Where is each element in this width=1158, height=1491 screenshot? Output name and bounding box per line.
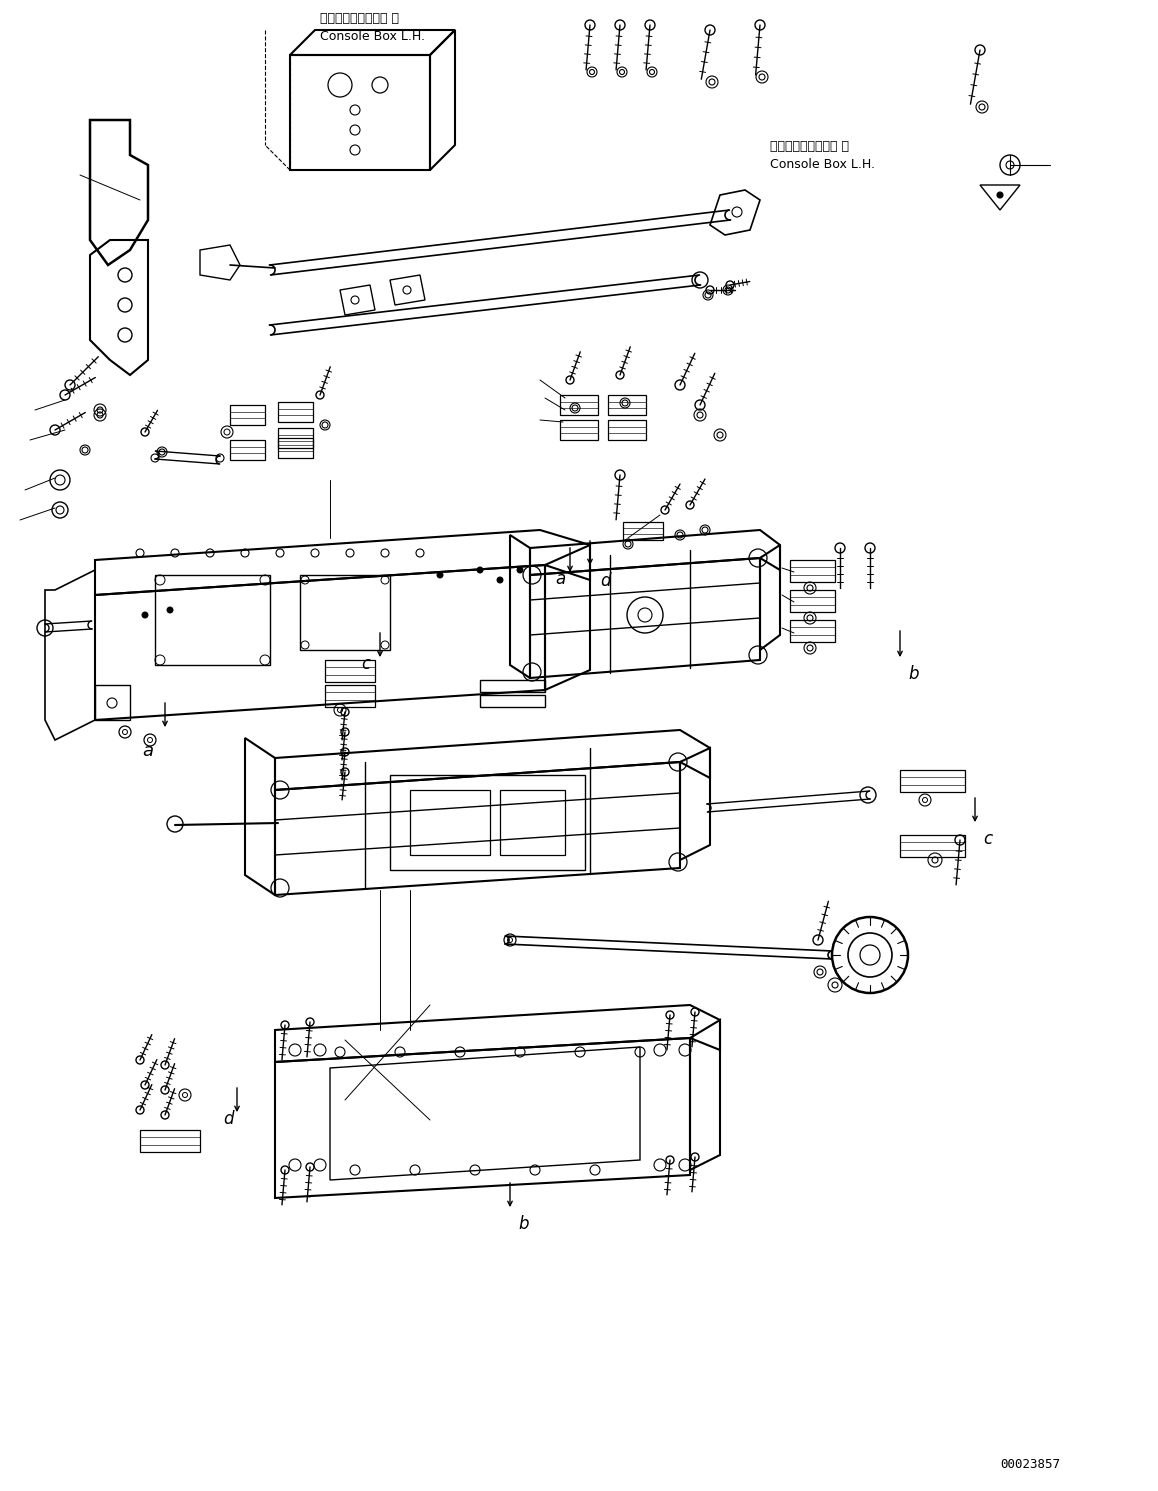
Bar (900, 835, 965, 857)
Circle shape (997, 192, 1003, 198)
Bar (790, 620, 835, 643)
Text: b: b (908, 665, 918, 683)
Bar (410, 790, 490, 854)
Bar (95, 684, 130, 720)
Text: c: c (983, 830, 992, 848)
Bar (325, 684, 375, 707)
Bar (608, 395, 646, 414)
Bar (790, 590, 835, 611)
Circle shape (437, 573, 444, 579)
Bar (230, 406, 265, 425)
Text: コンソールボックス 左: コンソールボックス 左 (770, 140, 849, 154)
Bar (140, 1130, 200, 1153)
Bar (623, 522, 664, 540)
Text: a: a (142, 743, 154, 760)
Bar (500, 790, 565, 854)
Text: a: a (555, 570, 565, 587)
Text: b: b (518, 1215, 528, 1233)
Circle shape (477, 567, 483, 573)
Text: Console Box L.H.: Console Box L.H. (320, 30, 425, 43)
Bar (155, 576, 270, 665)
Bar (560, 420, 598, 440)
Text: コンソールボックス 左: コンソールボックス 左 (320, 12, 400, 25)
Text: Console Box L.H.: Console Box L.H. (770, 158, 875, 171)
Bar (278, 438, 313, 458)
Bar (560, 395, 598, 414)
Bar (608, 420, 646, 440)
Bar (790, 561, 835, 581)
Text: d: d (600, 573, 610, 590)
Text: c: c (361, 655, 371, 672)
Text: 00023857: 00023857 (1001, 1458, 1060, 1472)
Circle shape (167, 607, 173, 613)
Text: d: d (222, 1109, 233, 1129)
Bar (278, 428, 313, 447)
Circle shape (516, 567, 523, 573)
Circle shape (497, 577, 503, 583)
Bar (278, 403, 313, 422)
Bar (325, 661, 375, 681)
Bar (481, 695, 545, 707)
Bar (481, 680, 545, 692)
Bar (900, 769, 965, 792)
Bar (230, 440, 265, 461)
Bar (390, 775, 585, 871)
Circle shape (142, 611, 148, 617)
Bar (300, 576, 390, 650)
